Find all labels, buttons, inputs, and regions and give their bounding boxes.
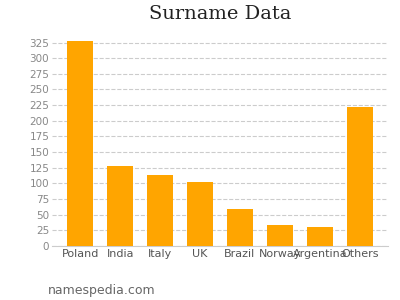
Bar (147, 175, 173, 246)
Text: namespedia.com: namespedia.com (48, 284, 156, 297)
Bar (347, 107, 373, 246)
Title: Surname Data: Surname Data (149, 5, 291, 23)
Bar (267, 225, 293, 246)
Bar (307, 227, 333, 246)
Bar (107, 166, 133, 246)
Bar (227, 209, 253, 246)
Bar (187, 182, 213, 246)
Bar (67, 41, 93, 246)
